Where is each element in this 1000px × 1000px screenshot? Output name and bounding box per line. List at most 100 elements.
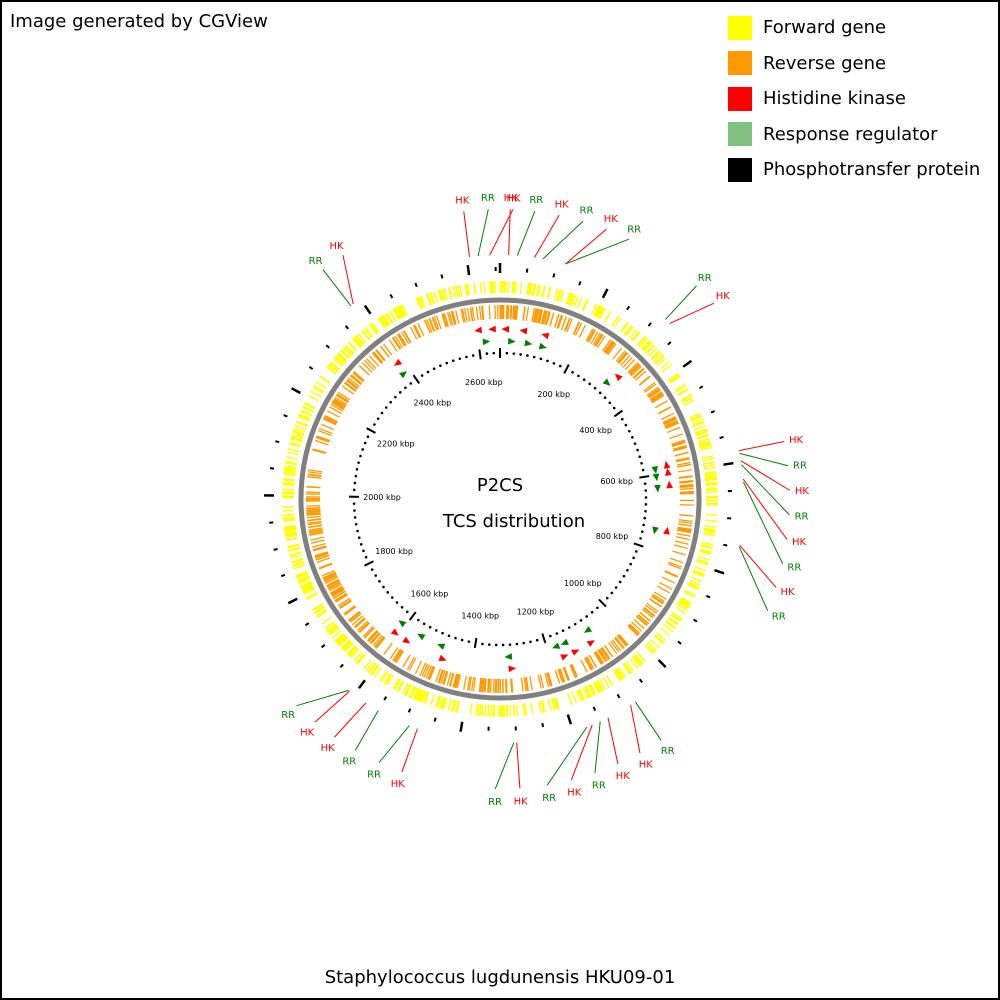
forward-gene-mark bbox=[578, 688, 585, 701]
reverse-gene-mark bbox=[356, 620, 369, 632]
reverse-gene-mark bbox=[538, 309, 543, 324]
callout-line bbox=[542, 220, 584, 260]
forward-gene-mark bbox=[452, 700, 457, 713]
forward-gene-mark bbox=[312, 386, 324, 394]
reverse-gene-mark bbox=[578, 324, 587, 338]
forward-gene-mark bbox=[296, 573, 309, 580]
reverse-gene-mark bbox=[617, 634, 628, 647]
forward-gene-mark bbox=[298, 576, 310, 583]
ruler-minor-tick bbox=[389, 400, 392, 404]
forward-gene-mark bbox=[416, 296, 423, 309]
forward-gene-mark bbox=[415, 689, 422, 701]
forward-gene-mark bbox=[313, 605, 325, 614]
forward-gene-mark bbox=[582, 687, 589, 699]
reverse-gene-mark bbox=[657, 585, 671, 594]
forward-gene-mark bbox=[479, 704, 482, 717]
forward-gene-mark bbox=[316, 610, 328, 619]
reverse-gene-mark bbox=[612, 347, 623, 360]
callout-line bbox=[565, 238, 630, 265]
reverse-gene-mark bbox=[679, 485, 694, 489]
forward-gene-mark bbox=[704, 475, 717, 479]
forward-gene-mark bbox=[559, 290, 565, 303]
reverse-gene-mark bbox=[545, 311, 551, 326]
reverse-gene-mark bbox=[672, 550, 686, 556]
reverse-gene-mark bbox=[314, 439, 329, 446]
reverse-gene-mark bbox=[475, 306, 479, 321]
ruler-minor-tick bbox=[622, 574, 626, 578]
forward-gene-mark bbox=[597, 307, 605, 319]
forward-gene-mark bbox=[696, 434, 709, 440]
forward-gene-mark bbox=[348, 647, 359, 657]
forward-gene-mark bbox=[699, 548, 712, 553]
forward-gene-mark bbox=[337, 636, 348, 646]
ruler-minor-tick bbox=[598, 391, 602, 395]
reverse-gene-mark bbox=[396, 334, 406, 347]
reverse-gene-mark bbox=[634, 370, 647, 381]
forward-gene-track bbox=[281, 280, 719, 718]
forward-gene-mark bbox=[312, 603, 324, 612]
reverse-gene-mark bbox=[597, 649, 607, 663]
forward-gene-mark bbox=[454, 285, 459, 298]
forward-gene-mark bbox=[290, 437, 303, 443]
ruler-minor-tick bbox=[352, 502, 356, 505]
forward-gene-mark bbox=[283, 470, 296, 474]
reverse-gene-mark bbox=[327, 581, 341, 590]
forward-gene-mark bbox=[438, 289, 443, 302]
forward-gene-mark bbox=[675, 385, 687, 393]
response-regulator-marker bbox=[652, 526, 659, 535]
callout-line bbox=[742, 481, 784, 564]
reverse-gene-mark bbox=[649, 391, 663, 401]
forward-gene-mark bbox=[692, 570, 705, 576]
reverse-gene-mark bbox=[488, 678, 491, 693]
reverse-gene-mark bbox=[350, 374, 363, 385]
ruler-minor-tick bbox=[378, 580, 381, 583]
histidine-kinase-marker bbox=[394, 358, 403, 366]
reverse-gene-mark bbox=[331, 588, 345, 598]
reverse-gene-mark bbox=[658, 406, 672, 415]
forward-gene-mark bbox=[584, 686, 592, 698]
forward-gene-mark bbox=[384, 673, 393, 685]
reverse-gene-mark bbox=[585, 656, 593, 670]
ruler-tick-label: 200 kbp bbox=[537, 390, 570, 399]
forward-gene-mark bbox=[633, 654, 643, 665]
forward-gene-mark bbox=[456, 285, 461, 298]
ruler-minor-tick bbox=[451, 359, 455, 362]
forward-gene-mark bbox=[382, 314, 391, 326]
reverse-gene-mark bbox=[316, 435, 330, 442]
reverse-gene-mark bbox=[679, 483, 694, 487]
forward-gene-mark bbox=[695, 430, 708, 436]
outer-tick bbox=[344, 325, 350, 330]
forward-gene-mark bbox=[320, 616, 332, 625]
ruler-minor-tick bbox=[447, 634, 451, 638]
reverse-gene-mark bbox=[679, 481, 694, 484]
forward-gene-mark bbox=[381, 315, 390, 327]
reverse-gene-mark bbox=[585, 328, 594, 342]
forward-gene-mark bbox=[386, 312, 394, 324]
forward-gene-mark bbox=[283, 473, 296, 477]
reverse-gene-mark bbox=[308, 530, 323, 534]
reverse-gene-mark bbox=[563, 667, 570, 681]
ruler-major-tick bbox=[639, 475, 650, 479]
forward-gene-mark bbox=[434, 695, 440, 708]
reverse-gene-mark bbox=[361, 362, 373, 373]
forward-gene-mark bbox=[342, 641, 352, 651]
outer-tick bbox=[363, 304, 372, 315]
reverse-gene-mark bbox=[549, 312, 555, 327]
ruler-minor-tick bbox=[422, 622, 426, 626]
forward-gene-mark bbox=[665, 620, 677, 629]
reverse-gene-mark bbox=[679, 491, 694, 494]
forward-gene-mark bbox=[683, 591, 695, 598]
forward-gene-mark bbox=[700, 545, 713, 550]
reverse-gene-mark bbox=[466, 676, 471, 691]
forward-gene-mark bbox=[327, 364, 338, 374]
forward-gene-mark bbox=[283, 471, 296, 475]
forward-gene-mark bbox=[454, 700, 459, 713]
reverse-gene-mark bbox=[641, 608, 654, 619]
forward-gene-mark bbox=[409, 686, 416, 698]
ruler-minor-tick bbox=[439, 364, 442, 368]
ruler-minor-tick bbox=[373, 423, 376, 426]
forward-gene-mark bbox=[420, 295, 426, 308]
forward-gene-mark bbox=[660, 627, 671, 637]
forward-gene-mark bbox=[465, 283, 469, 296]
reverse-gene-mark bbox=[586, 329, 595, 342]
